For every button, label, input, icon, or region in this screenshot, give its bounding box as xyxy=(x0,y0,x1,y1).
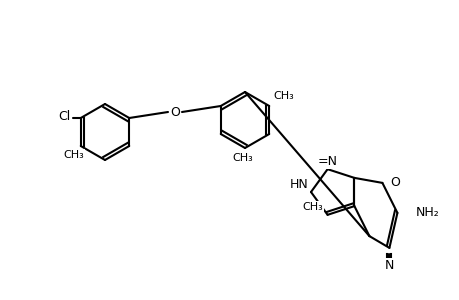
Text: HN: HN xyxy=(290,178,308,190)
Text: CH₃: CH₃ xyxy=(302,202,322,212)
Text: O: O xyxy=(170,106,179,118)
Text: NH₂: NH₂ xyxy=(414,206,438,219)
Text: CH₃: CH₃ xyxy=(232,153,253,163)
Text: N: N xyxy=(384,260,393,272)
Text: CH₃: CH₃ xyxy=(63,150,84,160)
Text: O: O xyxy=(390,176,399,189)
Text: =N: =N xyxy=(317,155,337,168)
Text: CH₃: CH₃ xyxy=(273,91,293,101)
Text: Cl: Cl xyxy=(58,110,71,122)
